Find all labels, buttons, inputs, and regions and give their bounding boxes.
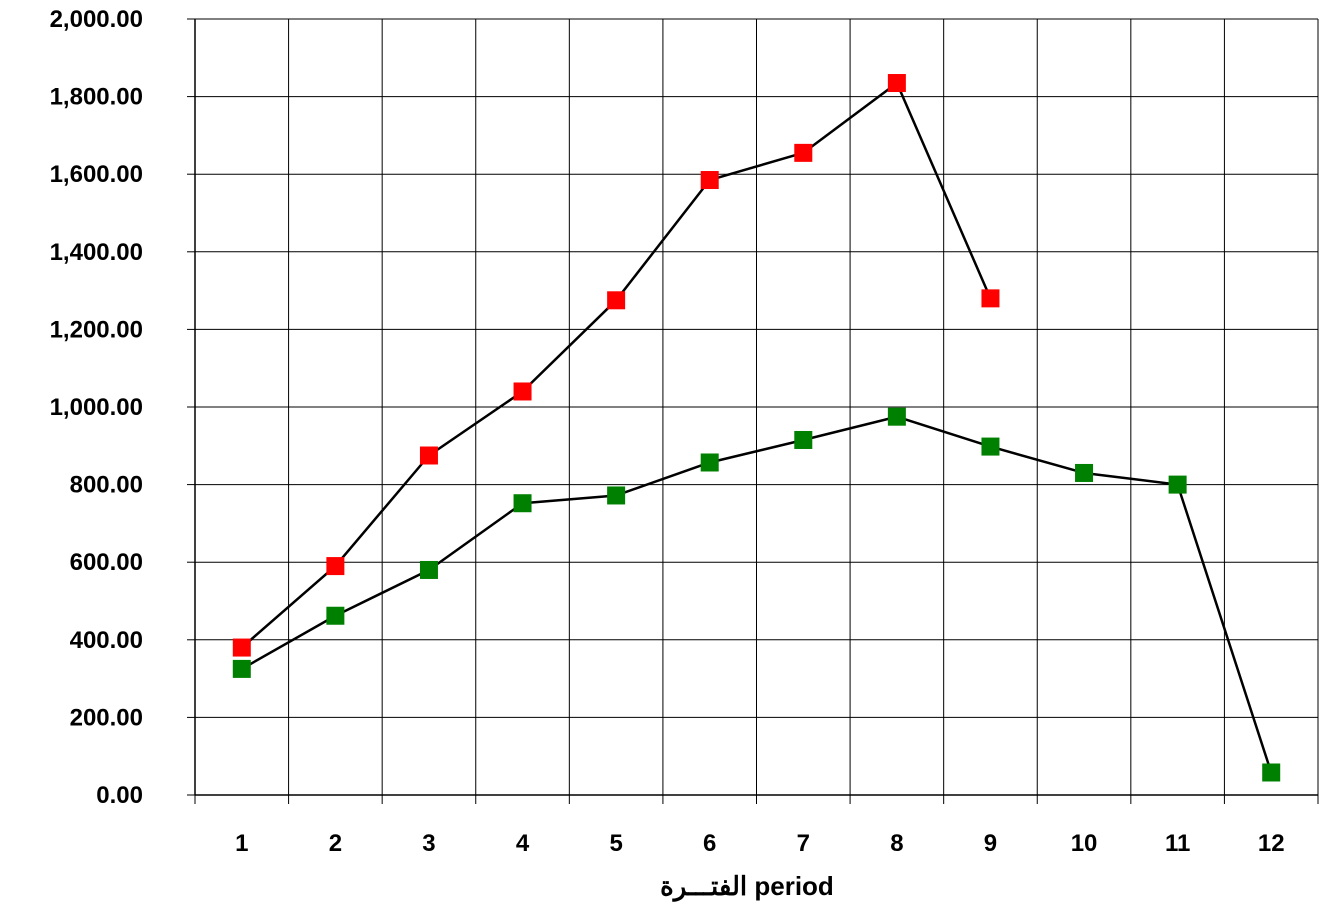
y-tick-label: 600.00 bbox=[70, 549, 143, 576]
y-tick-label: 1,600.00 bbox=[50, 161, 143, 188]
data-point-marker bbox=[1168, 475, 1187, 494]
series-2 bbox=[232, 407, 1281, 782]
data-point-marker bbox=[419, 446, 438, 465]
data-point-marker bbox=[607, 486, 626, 505]
data-point-marker bbox=[607, 291, 626, 310]
grid bbox=[195, 18, 1319, 795]
data-point-marker bbox=[794, 143, 813, 162]
y-axis-tick-labels: 0.00 200.00 400.00 600.00 800.00 1,000.00 1,20… bbox=[50, 6, 143, 809]
y-tick-label: 2,000.00 bbox=[50, 6, 143, 33]
series-1 bbox=[232, 74, 1000, 657]
data-point-marker bbox=[419, 560, 438, 579]
y-tick-label: 1,400.00 bbox=[50, 239, 143, 266]
y-tick-label: 1,200.00 bbox=[50, 316, 143, 343]
data-point-marker bbox=[794, 430, 813, 449]
y-tick-label: 200.00 bbox=[70, 704, 143, 731]
data-point-marker bbox=[326, 606, 345, 625]
x-axis-title: الفتـــرة period bbox=[660, 871, 834, 902]
x-tick-label: 3 bbox=[422, 830, 435, 857]
data-point-marker bbox=[513, 494, 532, 513]
data-point-marker bbox=[887, 74, 906, 93]
y-tick-label: 800.00 bbox=[70, 472, 143, 499]
series-line bbox=[240, 81, 992, 649]
x-tick-label: 7 bbox=[797, 830, 810, 857]
y-tick-label: 0.00 bbox=[96, 782, 143, 809]
axes bbox=[187, 18, 1319, 804]
data-point-marker bbox=[981, 437, 1000, 456]
x-axis-tick-labels: 1 2 3 4 5 6 7 8 9 10 11 12 bbox=[235, 830, 1284, 857]
y-tick-label: 400.00 bbox=[70, 627, 143, 654]
data-point-marker bbox=[326, 557, 345, 576]
x-tick-label: 12 bbox=[1258, 830, 1285, 857]
data-point-marker bbox=[700, 453, 719, 472]
x-tick-label: 5 bbox=[609, 830, 622, 857]
x-tick-label: 10 bbox=[1071, 830, 1098, 857]
x-tick-label: 11 bbox=[1165, 830, 1190, 857]
x-tick-label: 4 bbox=[516, 830, 530, 857]
series-line bbox=[241, 415, 1273, 773]
data-point-marker bbox=[1075, 463, 1094, 482]
x-tick-label: 2 bbox=[329, 830, 342, 857]
data-point-marker bbox=[232, 638, 251, 657]
data-point-marker bbox=[1262, 763, 1281, 782]
data-point-marker bbox=[232, 659, 251, 678]
x-tick-label: 1 bbox=[235, 830, 248, 857]
x-tick-label: 9 bbox=[984, 830, 997, 857]
data-point-marker bbox=[887, 407, 906, 426]
series-group bbox=[232, 74, 1281, 782]
data-point-marker bbox=[700, 171, 719, 190]
data-point-marker bbox=[513, 382, 532, 401]
data-point-marker bbox=[981, 289, 1000, 308]
y-tick-label: 1,800.00 bbox=[50, 84, 143, 111]
y-tick-label: 1,000.00 bbox=[50, 394, 143, 421]
x-tick-label: 8 bbox=[890, 830, 903, 857]
x-tick-label: 6 bbox=[703, 830, 716, 857]
